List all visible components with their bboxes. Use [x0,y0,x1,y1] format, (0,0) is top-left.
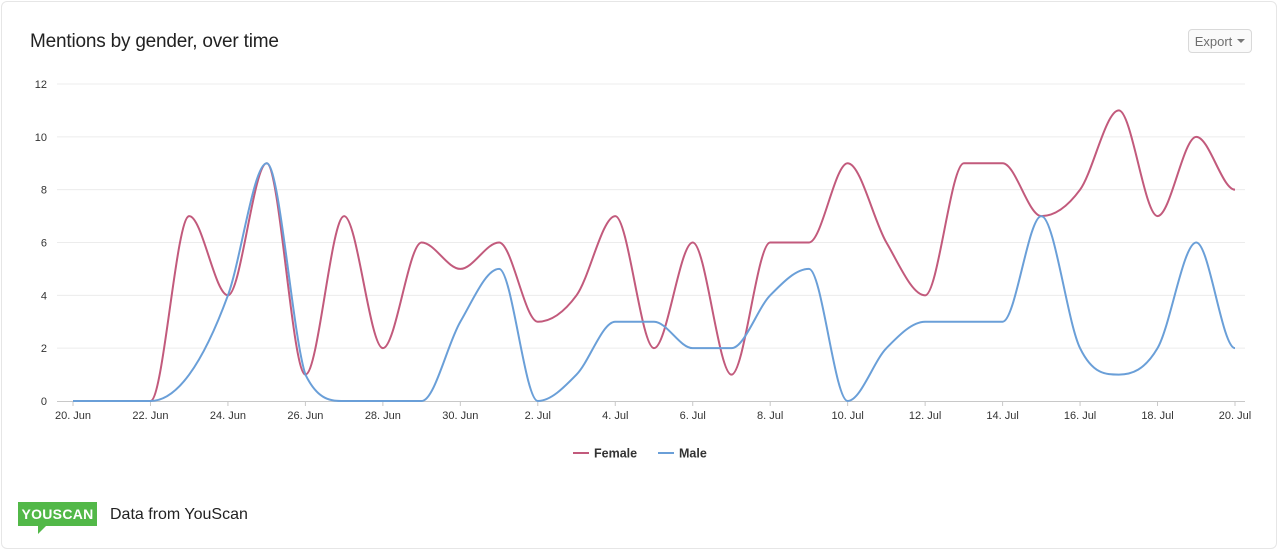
y-tick-label: 10 [35,132,47,144]
x-tick-label: 24. Jun [210,410,246,422]
chart-title: Mentions by gender, over time [30,31,279,52]
x-tick-label: 28. Jun [365,410,401,422]
y-tick-label: 2 [41,343,47,355]
export-button[interactable]: Export [1188,29,1252,53]
x-tick-label: 16. Jul [1064,410,1096,422]
series-lines [73,109,1236,402]
series-line-male [73,162,1236,402]
footer: YOUSCAN Data from YouScan [18,502,248,534]
x-tick-label: 30. Jun [442,410,478,422]
y-tick-label: 8 [41,185,47,197]
logo-speech-tail [38,526,46,534]
y-tick-label: 0 [41,396,47,408]
x-tick-label: 20. Jun [55,410,91,422]
x-tick-label: 8. Jul [757,410,783,422]
x-tick-label: 4. Jul [602,410,628,422]
axes: 0 2 4 6 8 10 12 20. Jun 22. Jun 24. Jun 26. Jun 28.… [35,79,1251,422]
y-tick-label: 12 [35,79,47,91]
y-tick-label: 4 [41,290,47,302]
x-tick-label: 12. Jul [909,410,941,422]
legend: Female Male [573,447,707,461]
export-button-label: Export [1194,33,1233,49]
x-tick-label: 10. Jul [831,410,863,422]
grid-lines [57,83,1245,349]
x-tick-label: 2. Jul [525,410,551,422]
x-tick-label: 20. Jul [1219,410,1251,422]
y-tick-label: 6 [41,238,47,250]
x-tick-label: 14. Jul [986,410,1018,422]
x-tick-label: 6. Jul [680,410,706,422]
series-line-female [73,109,1236,402]
x-tick-label: 22. Jun [132,410,168,422]
source-text: Data from YouScan [110,506,248,523]
x-tick-label: 18. Jul [1141,410,1173,422]
legend-label-male: Male [679,447,707,461]
youscan-logo: YOUSCAN [18,502,97,534]
legend-label-female: Female [594,447,637,461]
caret-down-icon [1237,39,1246,43]
youscan-logo-text: YOUSCAN [18,502,97,526]
x-tick-label: 26. Jun [287,410,323,422]
